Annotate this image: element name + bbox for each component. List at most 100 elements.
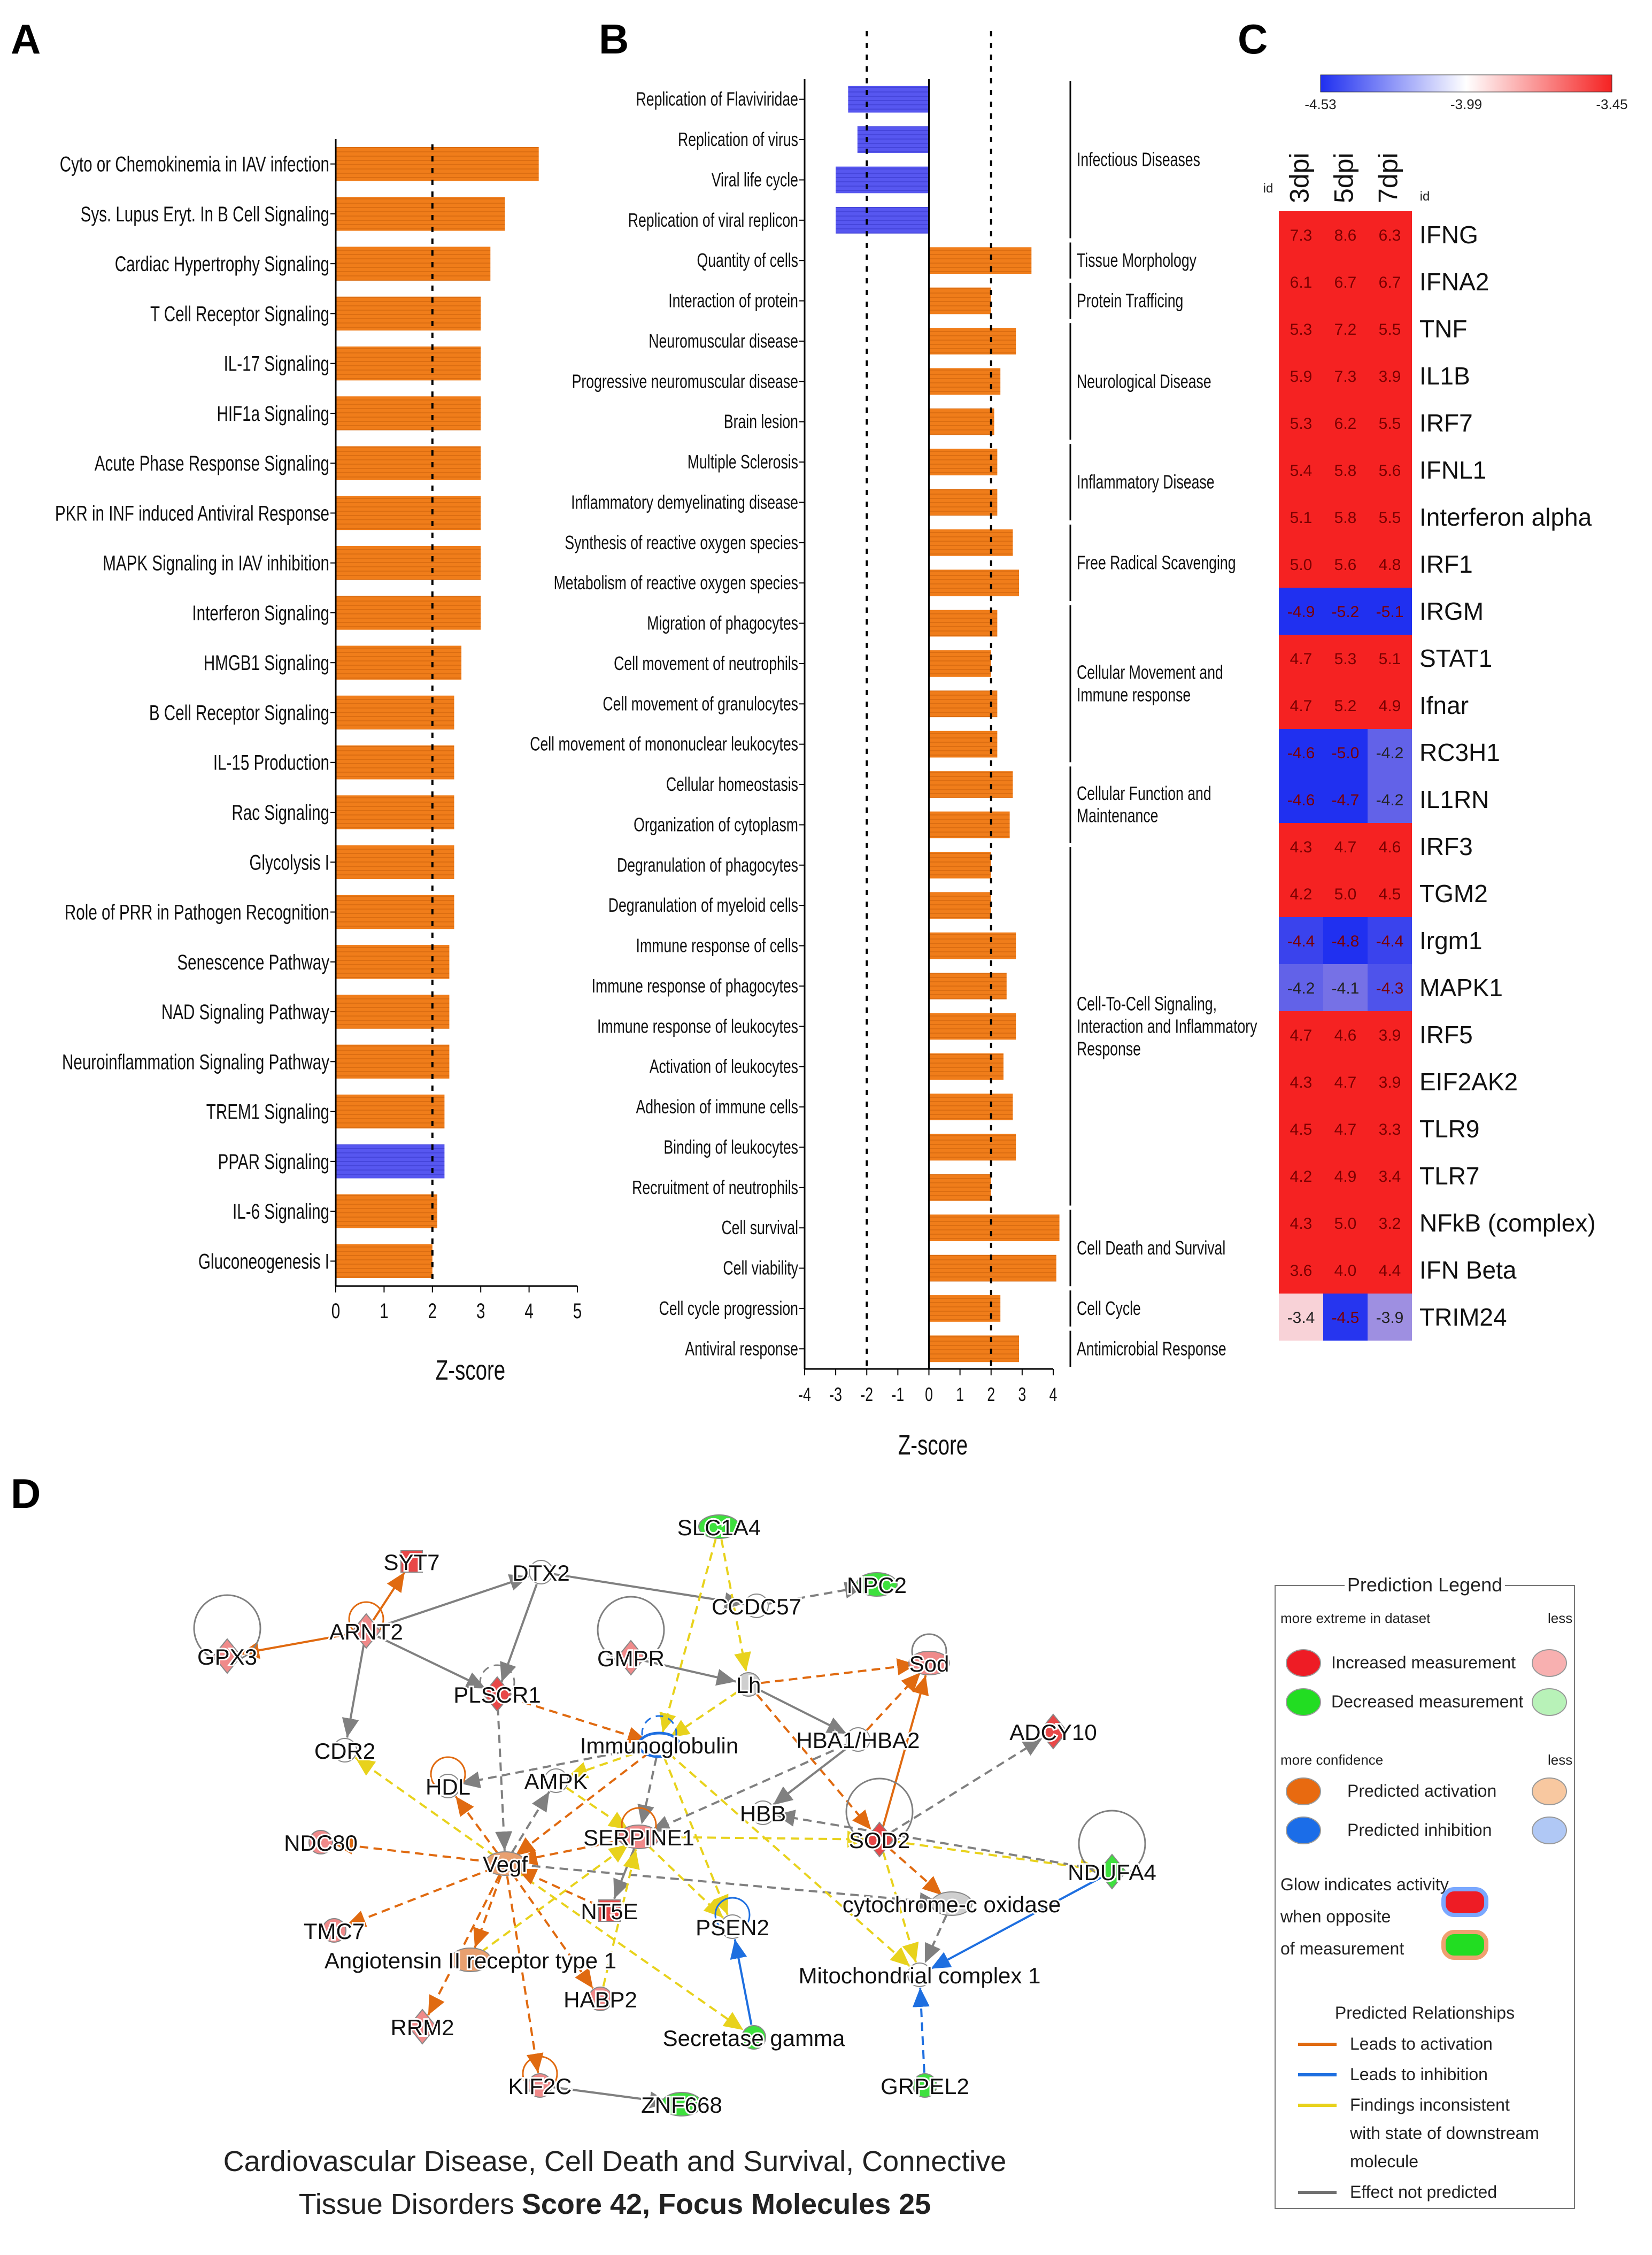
- group-label-7-1: Maintenance: [1077, 805, 1159, 827]
- legend-relationships: Predicted Relationships: [1335, 2003, 1515, 2022]
- edge-55: [668, 1752, 911, 1967]
- heat-value-21-0: 4.3: [1290, 1215, 1313, 1233]
- row-label-7: IRF1: [1419, 550, 1473, 578]
- category-label-b-15: Cell movement of granulocytes: [603, 692, 798, 714]
- heat-value-23-1: -4.5: [1332, 1309, 1360, 1327]
- bar-b-4: [929, 247, 1032, 274]
- heat-value-3-2: 3.9: [1379, 368, 1401, 386]
- category-label-a-4: IL-17 Signaling: [224, 352, 329, 375]
- heat-value-23-0: -3.4: [1287, 1309, 1315, 1327]
- heat-value-9-1: 5.3: [1334, 650, 1357, 668]
- node-shape-25: [931, 1891, 972, 1916]
- network-nodes: SYT7 DTX2 SLC1A4 NPC2 CCDC57 ARNT2 GPX3 GMPR Lh S…: [196, 1513, 1158, 2119]
- category-label-a-8: MAPK Signaling in IAV inhibition: [103, 551, 329, 575]
- panel-c-heatmap: -4.53 -3.99 -3.45 id id 3dpi 5dpi 7dpi 7.3 8.6 6.3…: [1263, 74, 1628, 1341]
- heat-value-11-0: -4.6: [1287, 744, 1315, 762]
- heat-value-1-1: 6.7: [1334, 274, 1357, 291]
- increased-swatch: [1286, 1649, 1321, 1677]
- group-label-7-0: Cellular Function and: [1077, 782, 1211, 804]
- edge-4: [377, 1635, 487, 1690]
- heat-value-14-1: 5.0: [1334, 886, 1357, 903]
- edge-51: [912, 1987, 930, 2073]
- heat-cell-11-2: [1368, 729, 1412, 776]
- edge-21: [663, 1756, 729, 1915]
- column-label-2: 7dpi: [1373, 152, 1403, 203]
- bar-a-3: [336, 296, 481, 331]
- xtick-label-b-0: -4: [798, 1383, 811, 1405]
- category-label-b-23: Immune response of leukocytes: [597, 1015, 798, 1037]
- heat-value-15-2: -4.4: [1376, 933, 1404, 950]
- heat-value-18-0: 4.3: [1290, 1074, 1313, 1091]
- heat-value-12-2: -4.2: [1376, 791, 1404, 809]
- row-label-13: IRF3: [1419, 833, 1473, 860]
- legend-title: Prediction Legend: [1347, 1574, 1502, 1596]
- node-shape-15: [436, 1774, 460, 1798]
- heat-cell-21-1: [1323, 1199, 1368, 1246]
- bar-b-9: [929, 449, 998, 475]
- category-label-b-17: Cellular homeostasis: [666, 773, 798, 795]
- panel-d-network: SYT7 DTX2 SLC1A4 NPC2 CCDC57 ARNT2 GPX3 GMPR Lh S…: [193, 1513, 1158, 2220]
- heat-cell-18-1: [1323, 1058, 1368, 1105]
- xtick-label-a-4: 4: [524, 1299, 533, 1323]
- heat-value-11-1: -5.0: [1332, 744, 1360, 762]
- heat-value-8-0: -4.9: [1287, 603, 1315, 621]
- increased-less-swatch: [1532, 1649, 1567, 1677]
- bar-b-11: [929, 529, 1013, 556]
- bar-b-3: [836, 206, 929, 234]
- group-label-0-0: Infectious Diseases: [1077, 149, 1200, 171]
- xtick-label-a-2: 2: [428, 1299, 437, 1323]
- heat-cell-0-2: [1368, 211, 1412, 258]
- bar-b-6: [929, 328, 1016, 355]
- xtick-label-a-0: 0: [331, 1299, 340, 1323]
- node-label-8: Lh: [736, 1673, 761, 1698]
- node-label-2: SLC1A4: [677, 1515, 761, 1540]
- activation-less-swatch: [1532, 1777, 1567, 1805]
- panel-a-bar-chart: Cyto or Chemokinemia in IAV infection Sys…: [55, 139, 582, 1386]
- category-label-a-5: HIF1a Signaling: [217, 402, 329, 426]
- category-label-a-19: TREM1 Signaling: [206, 1100, 329, 1123]
- node-label-14: CDR2: [314, 1738, 375, 1764]
- edge-54: [480, 1843, 629, 1953]
- legend-rel-inconsistent-2: with state of downstream: [1349, 2123, 1539, 2143]
- legend-rel-inconsistent-3: molecule: [1350, 2152, 1418, 2171]
- heat-cell-9-2: [1368, 635, 1412, 682]
- heat-cell-3-1: [1323, 352, 1368, 399]
- category-label-a-16: Senescence Pathway: [177, 951, 329, 974]
- node-shape-20: [308, 1830, 333, 1854]
- legend-glow-1: Glow indicates activity: [1280, 1875, 1449, 1894]
- heat-value-6-2: 5.5: [1379, 509, 1401, 527]
- edge-46: [516, 1868, 598, 1906]
- id-label-left: id: [1263, 181, 1273, 196]
- category-label-b-14: Cell movement of neutrophils: [614, 652, 798, 674]
- heat-cell-6-2: [1368, 494, 1412, 541]
- edge-11: [761, 1658, 917, 1684]
- bar-b-0: [848, 86, 929, 113]
- node-label-21: Vegf: [483, 1852, 528, 1877]
- heat-value-16-1: -4.1: [1332, 980, 1360, 997]
- heat-cell-12-0: [1279, 776, 1323, 823]
- caption-bold: Score 42, Focus Molecules 25: [522, 2188, 931, 2220]
- heat-value-22-0: 3.6: [1290, 1262, 1313, 1280]
- heat-value-5-1: 5.8: [1334, 462, 1357, 480]
- bar-b-17: [929, 771, 1013, 798]
- heat-cell-22-1: [1323, 1246, 1368, 1294]
- heat-cell-20-0: [1279, 1152, 1323, 1199]
- row-label-2: TNF: [1419, 315, 1467, 343]
- heat-cell-14-2: [1368, 870, 1412, 917]
- heat-value-8-2: -5.1: [1376, 603, 1404, 621]
- heat-value-2-1: 7.2: [1334, 321, 1357, 338]
- heat-value-22-2: 4.4: [1379, 1262, 1401, 1280]
- bar-b-20: [929, 892, 991, 919]
- bar-a-17: [336, 995, 450, 1029]
- network-edges: [193, 1538, 1146, 2109]
- heat-cell-8-2: [1368, 588, 1412, 635]
- heat-cell-15-0: [1279, 917, 1323, 964]
- node-shape-28: [907, 1962, 932, 1987]
- xtick-label-a-1: 1: [380, 1299, 388, 1323]
- heat-cell-17-2: [1368, 1011, 1412, 1058]
- panel-letter-b: B: [599, 16, 629, 63]
- bar-a-7: [336, 496, 481, 530]
- node-label-27: Angiotensin II receptor type 1: [325, 1948, 616, 1973]
- legend-rel-inconsistent-1: Findings inconsistent: [1350, 2095, 1510, 2114]
- bar-a-20: [336, 1144, 445, 1179]
